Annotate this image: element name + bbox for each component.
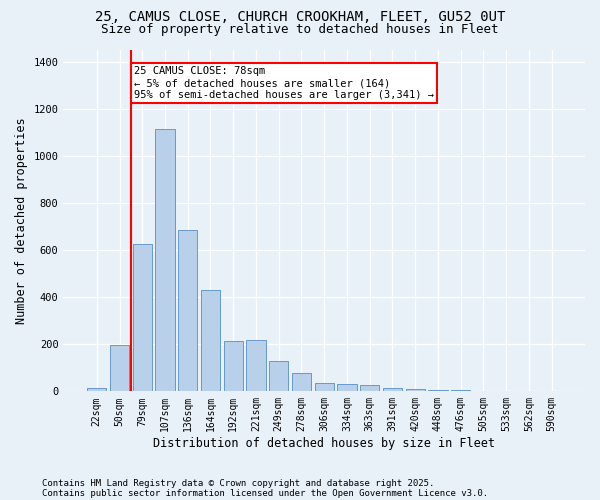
Bar (224, 340, 243, 392)
Bar (269, 360, 289, 392)
Bar (406, 389, 425, 392)
Bar (292, 373, 311, 392)
Bar (428, 390, 448, 392)
Text: 25, CAMUS CLOSE, CHURCH CROOKHAM, FLEET, GU52 0UT: 25, CAMUS CLOSE, CHURCH CROOKHAM, FLEET,… (95, 10, 505, 24)
Bar (337, 384, 356, 392)
Bar (178, 230, 197, 392)
Bar (110, 346, 129, 392)
Bar (383, 388, 402, 392)
Bar (247, 340, 266, 392)
Text: Contains public sector information licensed under the Open Government Licence v3: Contains public sector information licen… (42, 488, 488, 498)
X-axis label: Distribution of detached houses by size in Fleet: Distribution of detached houses by size … (153, 437, 495, 450)
Bar (451, 390, 470, 392)
Text: Contains HM Land Registry data © Crown copyright and database right 2025.: Contains HM Land Registry data © Crown c… (42, 478, 434, 488)
Y-axis label: Number of detached properties: Number of detached properties (15, 118, 28, 324)
Text: Size of property relative to detached houses in Fleet: Size of property relative to detached ho… (101, 22, 499, 36)
Bar (314, 383, 334, 392)
Bar (201, 290, 220, 392)
Bar (87, 388, 106, 392)
Bar (155, 129, 175, 392)
Bar (133, 244, 152, 392)
Bar (360, 386, 379, 392)
Text: 25 CAMUS CLOSE: 78sqm
← 5% of detached houses are smaller (164)
95% of semi-deta: 25 CAMUS CLOSE: 78sqm ← 5% of detached h… (134, 66, 434, 100)
